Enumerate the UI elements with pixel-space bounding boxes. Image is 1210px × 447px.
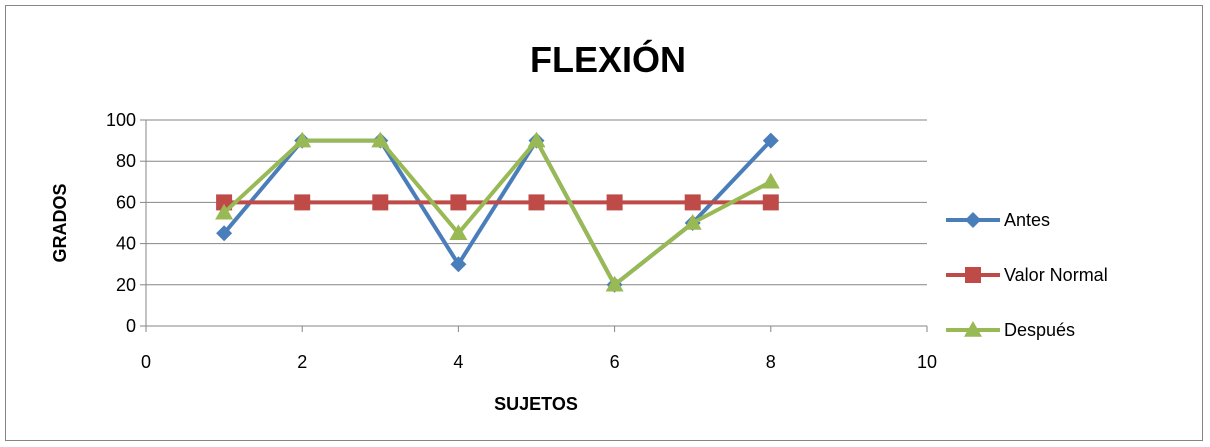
data-point-despu-s-7 — [683, 214, 702, 230]
data-point-valor-normal-2 — [294, 194, 311, 211]
data-point-despu-s-2 — [293, 131, 312, 148]
legend-marker-antes — [965, 212, 981, 228]
y-axis-title: GRADOS — [50, 183, 70, 262]
y-tick-label-0: 0 — [126, 316, 136, 336]
y-tick-label-100: 100 — [106, 110, 136, 130]
x-tick-label-2: 2 — [297, 352, 307, 372]
data-point-valor-normal-5 — [528, 194, 545, 211]
data-point-despu-s-1 — [215, 203, 234, 220]
data-point-valor-normal-6 — [606, 194, 623, 211]
y-tick-label-40: 40 — [116, 234, 136, 254]
data-point-valor-normal-8 — [762, 194, 779, 211]
data-point-antes-4 — [450, 256, 467, 273]
chart-frame — [5, 5, 1203, 441]
data-point-despu-s-8 — [761, 172, 780, 189]
series-despu-s — [215, 131, 780, 292]
x-tick-label-4: 4 — [453, 352, 463, 372]
legend-label-antes: Antes — [1004, 210, 1050, 230]
y-tick-label-80: 80 — [116, 151, 136, 171]
legend-marker-despu-s — [964, 321, 982, 337]
legend: Antes Valor Normal Después — [946, 210, 1108, 340]
series-group — [215, 131, 780, 293]
series-antes — [216, 132, 779, 293]
data-point-despu-s-3 — [371, 131, 390, 148]
series-valor-normal — [216, 194, 779, 211]
legend-marker-valor-normal — [965, 267, 981, 283]
y-tick-label-60: 60 — [116, 192, 136, 212]
data-point-valor-normal-4 — [450, 194, 467, 211]
x-tick-label-0: 0 — [141, 352, 151, 372]
x-axis-title: SUJETOS — [494, 394, 578, 414]
x-tick-label-8: 8 — [766, 352, 776, 372]
data-point-valor-normal-7 — [684, 194, 701, 211]
legend-item-valor-normal: Valor Normal — [946, 265, 1108, 285]
legend-item-antes: Antes — [946, 210, 1050, 230]
legend-item-despu-s: Después — [946, 320, 1075, 340]
data-point-despu-s-5 — [527, 131, 546, 148]
axes — [140, 119, 928, 332]
series-line-antes — [222, 138, 773, 287]
y-tick-label-20: 20 — [116, 275, 136, 295]
legend-label-valor-normal: Valor Normal — [1004, 265, 1108, 285]
data-point-valor-normal-3 — [372, 194, 389, 211]
data-point-antes-8 — [762, 132, 779, 149]
series-line-despu-s — [222, 138, 772, 287]
chart-title: FLEXIÓN — [530, 38, 686, 80]
legend-label-despu-s: Después — [1004, 320, 1075, 340]
x-tick-label-6: 6 — [610, 352, 620, 372]
data-point-despu-s-4 — [449, 224, 468, 241]
tick-labels: 0 20 40 60 80 100 0 2 4 6 8 10 — [106, 110, 937, 372]
x-tick-label-10: 10 — [917, 352, 937, 372]
data-point-antes-1 — [216, 225, 233, 242]
data-point-despu-s-6 — [605, 275, 624, 292]
